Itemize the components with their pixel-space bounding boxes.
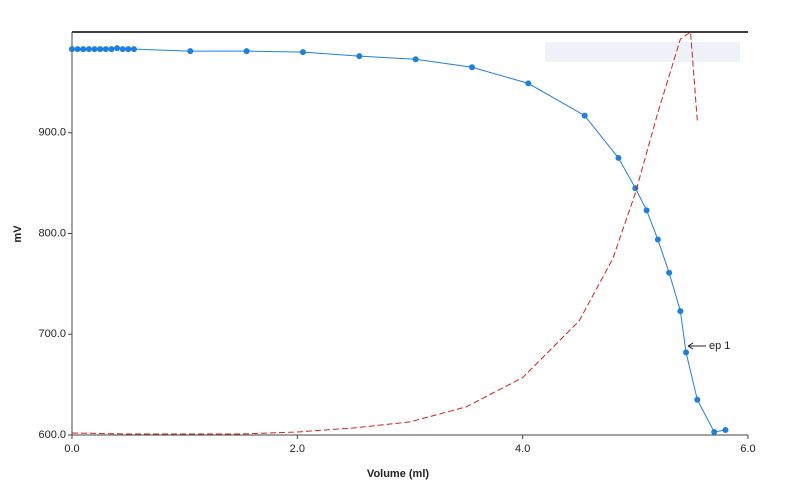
y-tick-label: 900.0 (38, 127, 66, 139)
annotation-arrowhead (687, 342, 694, 350)
annotation: ep 1 (709, 340, 730, 352)
data-point (581, 112, 588, 119)
data-point (119, 46, 126, 53)
data-point (356, 53, 363, 60)
data-point (130, 46, 137, 53)
data-point (615, 154, 622, 161)
data-point (654, 236, 661, 243)
data-point (412, 56, 419, 63)
data-point (299, 49, 306, 56)
data-point (97, 46, 104, 53)
data-point (85, 46, 92, 53)
data-point (69, 46, 75, 53)
data-point (722, 426, 729, 433)
x-axis-title: Volume (ml) (367, 468, 429, 480)
data-point (468, 64, 475, 71)
y-tick-label: 800.0 (38, 227, 66, 239)
y-tick-label: 700.0 (38, 328, 66, 340)
data-point (666, 269, 673, 276)
data-point (677, 308, 684, 315)
data-point (187, 48, 194, 55)
data-point (80, 46, 87, 53)
data-point (711, 428, 718, 435)
data-point (683, 349, 690, 356)
y-tick-label: 600.0 (38, 429, 66, 441)
data-point (114, 45, 121, 52)
y-axis-title: mV (12, 225, 24, 243)
data-point (694, 396, 701, 403)
legend-box (545, 42, 740, 62)
data-point (108, 46, 115, 53)
data-point (102, 46, 109, 53)
series-line (72, 47, 726, 433)
x-tick-label: 4.0 (515, 443, 530, 455)
data-point (643, 207, 650, 214)
data-point (74, 46, 81, 53)
x-tick-label: 0.0 (64, 443, 79, 455)
data-point (125, 46, 132, 53)
data-point (525, 80, 532, 87)
series-line (71, 31, 698, 435)
x-tick-label: 2.0 (290, 443, 305, 455)
x-tick-label: 6.0 (740, 443, 755, 455)
data-point (243, 48, 250, 55)
data-point (91, 46, 98, 53)
